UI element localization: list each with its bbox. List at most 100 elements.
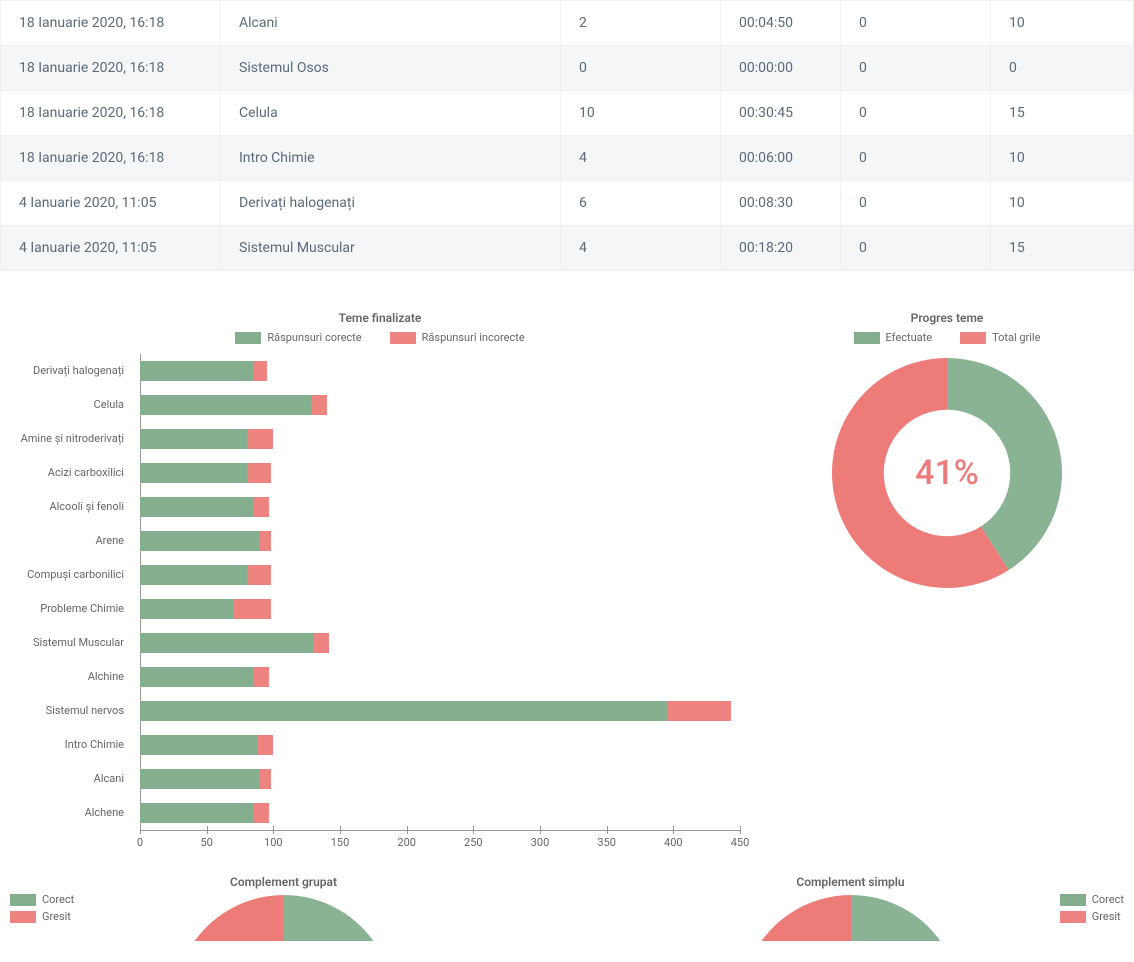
table-cell: Derivați halogenați xyxy=(221,181,561,226)
bar-label: Amine și nitroderivați xyxy=(0,422,132,456)
legend-correct: Răspunsuri corecte xyxy=(235,331,361,344)
bar-row: Celula xyxy=(140,388,760,422)
bar-row: Alchene xyxy=(140,796,760,830)
swatch-green-icon xyxy=(235,332,261,344)
bar-seg-incorrect xyxy=(253,497,269,517)
bar-label: Intro Chimie xyxy=(0,728,132,762)
grupat-panel: Complement grupat Corect Gresit xyxy=(0,875,567,941)
table-cell: 18 Ianuarie 2020, 16:18 xyxy=(1,46,221,91)
bar-seg-incorrect xyxy=(253,667,269,687)
bar-seg-correct xyxy=(140,633,313,653)
bar-label: Acizi carboxilici xyxy=(0,456,132,490)
bar-tick-label: 50 xyxy=(200,836,212,849)
table-cell: 0 xyxy=(561,46,721,91)
bar-track xyxy=(140,531,740,551)
table-cell: 18 Ianuarie 2020, 16:18 xyxy=(1,136,221,181)
table-cell: 18 Ianuarie 2020, 16:18 xyxy=(1,91,221,136)
bar-chart-title: Teme finalizate xyxy=(0,311,760,325)
table-cell: 18 Ianuarie 2020, 16:18 xyxy=(1,1,221,46)
bar-track xyxy=(140,633,740,653)
donut-chart: 41% xyxy=(832,358,1062,588)
activity-table: 18 Ianuarie 2020, 16:18Alcani200:04:5001… xyxy=(0,0,1134,271)
table-cell: Sistemul Muscular xyxy=(221,226,561,271)
legend-label: Corect xyxy=(42,893,74,906)
bar-tick-label: 200 xyxy=(397,836,416,849)
table-cell: Sistemul Osos xyxy=(221,46,561,91)
bar-tick-label: 100 xyxy=(264,836,283,849)
bar-label: Sistemul nervos xyxy=(0,694,132,728)
table-cell: 00:04:50 xyxy=(721,1,841,46)
legend-correct-label: Răspunsuri corecte xyxy=(267,331,361,344)
bar-tick-label: 150 xyxy=(331,836,350,849)
bar-track xyxy=(140,701,740,721)
bar-tick-label: 450 xyxy=(731,836,750,849)
bar-track xyxy=(140,395,740,415)
table-row: 18 Ianuarie 2020, 16:18Intro Chimie400:0… xyxy=(1,136,1134,181)
table-cell: 0 xyxy=(841,91,991,136)
legend-label: Gresit xyxy=(42,910,71,923)
bar-label: Derivați halogenați xyxy=(0,354,132,388)
bar-seg-correct xyxy=(140,667,253,687)
bar-seg-correct xyxy=(140,361,253,381)
bar-tick-label: 0 xyxy=(137,836,143,849)
table-cell: 2 xyxy=(561,1,721,46)
table-cell: Intro Chimie xyxy=(221,136,561,181)
bar-row: Alcooli și fenoli xyxy=(140,490,760,524)
bar-row: Sistemul nervos xyxy=(140,694,760,728)
pie-seg-wrong xyxy=(741,895,851,941)
bar-label: Celula xyxy=(0,388,132,422)
table-cell: 0 xyxy=(841,136,991,181)
bar-tick xyxy=(207,826,208,834)
bar-xaxis: 050100150200250300350400450 xyxy=(140,830,740,831)
legend-label: Gresit xyxy=(1092,910,1121,923)
table-cell: 00:00:00 xyxy=(721,46,841,91)
bar-seg-incorrect xyxy=(247,463,271,483)
bar-seg-incorrect xyxy=(247,565,271,585)
bar-track xyxy=(140,769,740,789)
table-row: 18 Ianuarie 2020, 16:18Sistemul Osos000:… xyxy=(1,46,1134,91)
bar-seg-correct xyxy=(140,497,253,517)
grupat-legend: Corect Gresit xyxy=(10,893,74,927)
swatch-green-icon xyxy=(854,332,880,344)
bar-seg-correct xyxy=(140,395,311,415)
bar-row: Probleme Chimie xyxy=(140,592,760,626)
table-row: 18 Ianuarie 2020, 16:18Alcani200:04:5001… xyxy=(1,1,1134,46)
bar-tick xyxy=(407,826,408,834)
table-cell: 4 Ianuarie 2020, 11:05 xyxy=(1,181,221,226)
bar-tick-label: 250 xyxy=(464,836,483,849)
table-cell: 15 xyxy=(991,91,1134,136)
legend-label: Corect xyxy=(1092,893,1124,906)
bar-seg-incorrect xyxy=(253,361,266,381)
legend-correct: Corect xyxy=(10,893,74,906)
bar-row: Sistemul Muscular xyxy=(140,626,760,660)
table-cell: 00:18:20 xyxy=(721,226,841,271)
simplu-legend: Corect Gresit xyxy=(1060,893,1124,927)
bar-tick xyxy=(740,826,741,834)
table-row: 4 Ianuarie 2020, 11:05Sistemul Muscular4… xyxy=(1,226,1134,271)
bar-row: Alchine xyxy=(140,660,760,694)
simplu-title: Complement simplu xyxy=(567,875,1134,889)
bar-seg-correct xyxy=(140,599,233,619)
bar-track xyxy=(140,599,740,619)
swatch-red-icon xyxy=(1060,911,1086,923)
bar-seg-incorrect xyxy=(667,701,731,721)
legend-wrong: Gresit xyxy=(1060,910,1124,923)
bar-row: Derivați halogenați xyxy=(140,354,760,388)
table-cell: Alcani xyxy=(221,1,561,46)
bar-label: Sistemul Muscular xyxy=(0,626,132,660)
bar-tick xyxy=(673,826,674,834)
legend-done-label: Efectuate xyxy=(886,331,933,344)
bar-seg-correct xyxy=(140,463,247,483)
bar-tick-label: 300 xyxy=(531,836,550,849)
bar-track xyxy=(140,735,740,755)
bar-label: Probleme Chimie xyxy=(0,592,132,626)
donut-panel: Progres teme Efectuate Total grile 41% xyxy=(760,311,1134,857)
bar-row: Arene xyxy=(140,524,760,558)
table-cell: 10 xyxy=(991,136,1134,181)
bar-seg-incorrect xyxy=(260,531,271,551)
simplu-pie xyxy=(741,895,961,941)
legend-correct: Corect xyxy=(1060,893,1124,906)
table-cell: 4 Ianuarie 2020, 11:05 xyxy=(1,226,221,271)
bar-track xyxy=(140,463,740,483)
bar-seg-incorrect xyxy=(257,735,273,755)
